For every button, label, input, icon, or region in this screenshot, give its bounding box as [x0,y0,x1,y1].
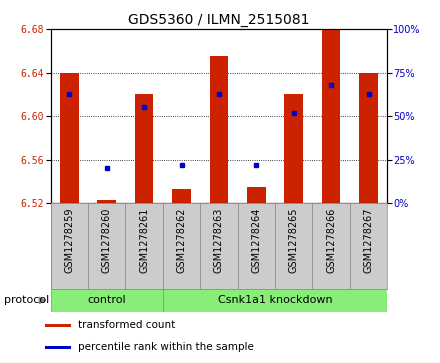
Bar [200,203,238,289]
Text: GSM1278261: GSM1278261 [139,208,149,273]
Text: GSM1278264: GSM1278264 [251,208,261,273]
Bar [125,203,163,289]
Bar [163,203,200,289]
Bar [135,94,154,203]
Bar [163,289,387,312]
Bar [322,29,341,203]
Bar [312,203,350,289]
Bar [45,346,71,349]
Bar [275,203,312,289]
Text: GSM1278265: GSM1278265 [289,208,299,273]
Bar [51,289,163,312]
Text: GSM1278267: GSM1278267 [363,208,374,273]
Bar [97,200,116,203]
Text: GSM1278259: GSM1278259 [64,208,74,273]
Text: GSM1278266: GSM1278266 [326,208,336,273]
Bar [247,187,266,203]
Bar [60,73,79,203]
Bar [238,203,275,289]
Text: control: control [88,295,126,305]
Bar [172,189,191,203]
Text: percentile rank within the sample: percentile rank within the sample [78,342,254,352]
Text: GSM1278260: GSM1278260 [102,208,112,273]
Bar [350,203,387,289]
Title: GDS5360 / ILMN_2515081: GDS5360 / ILMN_2515081 [128,13,310,26]
Bar [359,73,378,203]
Text: protocol: protocol [4,295,50,305]
Text: transformed count: transformed count [78,321,175,330]
Bar [209,56,228,203]
Bar [45,324,71,327]
Text: GSM1278262: GSM1278262 [176,208,187,273]
Bar [88,203,125,289]
Text: GSM1278263: GSM1278263 [214,208,224,273]
Bar [51,203,88,289]
Bar [284,94,303,203]
Text: Csnk1a1 knockdown: Csnk1a1 knockdown [218,295,332,305]
